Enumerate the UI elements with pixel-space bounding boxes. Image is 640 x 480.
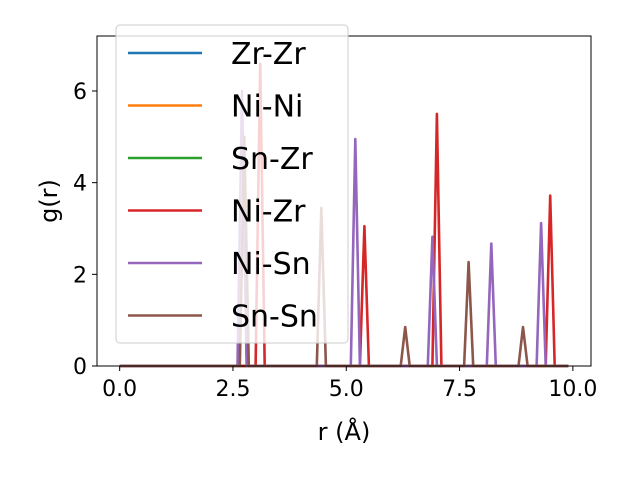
legend-label: Ni-Ni (231, 90, 303, 125)
y-tick-label: 6 (73, 80, 87, 105)
x-tick-label: 10.0 (548, 377, 597, 402)
x-axis-ticks: 0.0 2.5 5.0 7.5 10.0 (102, 366, 597, 402)
x-tick-label: 5.0 (329, 377, 364, 402)
y-tick-label: 4 (73, 172, 87, 197)
x-tick-label: 2.5 (215, 377, 250, 402)
legend-label: Zr-Zr (231, 37, 306, 72)
x-tick-label: 7.5 (442, 377, 477, 402)
y-axis-label: g(r) (35, 179, 63, 223)
x-tick-label: 0.0 (102, 377, 137, 402)
legend-label: Ni-Sn (231, 247, 311, 282)
y-tick-label: 2 (73, 263, 87, 288)
y-axis-ticks: 0 2 4 6 (73, 80, 97, 380)
legend-label: Ni-Zr (231, 195, 306, 230)
legend-label: Sn-Zr (231, 142, 313, 177)
y-tick-label: 0 (73, 355, 87, 380)
legend-label: Sn-Sn (231, 300, 318, 335)
legend: Zr-Zr Ni-Ni Sn-Zr Ni-Zr Ni-Sn Sn-Sn (115, 24, 349, 344)
x-axis-label: r (Å) (318, 417, 371, 446)
legend-box (115, 24, 349, 344)
